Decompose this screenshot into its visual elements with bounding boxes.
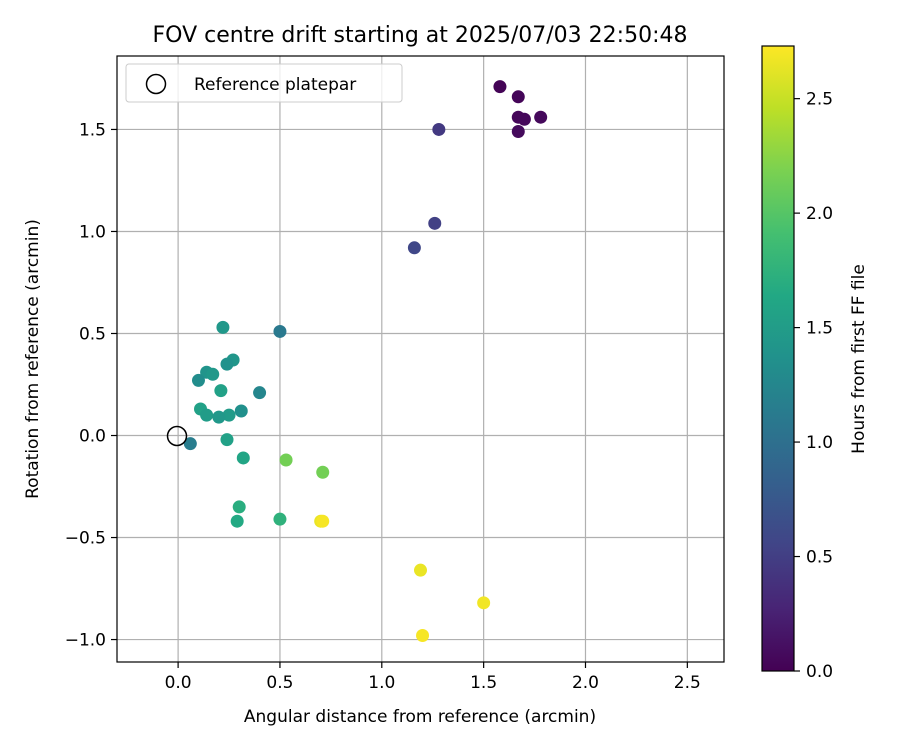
legend-marker-icon [145,73,167,95]
data-point [316,465,330,479]
data-point [183,437,197,451]
data-point [234,404,248,418]
data-point [232,500,246,514]
colorbar-tick-label: 2.0 [806,204,833,224]
data-point [273,324,287,338]
data-point [511,124,525,138]
chart-title: FOV centre drift starting at 2025/07/03 … [153,23,688,48]
y-tick-label: 1.0 [79,222,106,242]
data-point [230,514,244,528]
data-points [183,80,548,642]
y-tick-label: 0.5 [79,324,106,344]
legend-box [125,63,403,103]
data-point [214,384,228,398]
data-point [432,122,446,136]
colorbar-tick-label: 0.0 [806,662,833,682]
data-point [517,112,531,126]
x-tick-label: 1.0 [368,673,395,693]
colorbar-label: Hours from first FF file [849,264,869,454]
y-tick-label: 1.5 [79,120,106,140]
x-axis-label: Angular distance from reference (arcmin) [244,707,596,727]
colorbar-ticks: 0.0 0.5 1.0 1.5 2.0 2.5 [794,90,833,682]
data-point [511,90,525,104]
data-point [236,451,250,465]
data-point [534,110,548,124]
x-tick-label: 2.5 [674,673,701,693]
data-point [493,80,507,94]
data-point [407,241,421,255]
legend-label: Reference platepar [194,75,356,95]
x-tick-label: 1.5 [470,673,497,693]
colorbar-tick-label: 2.5 [806,90,833,110]
data-point [191,373,205,387]
data-point [220,357,234,371]
x-axis-ticks: 0.0 0.5 1.0 1.5 2.0 2.5 [165,662,701,693]
x-tick-label: 2.0 [572,673,599,693]
data-point [206,367,220,381]
data-point [416,628,430,642]
data-point [273,512,287,526]
data-point [200,408,214,422]
legend: Reference platepar [125,63,403,103]
data-point [316,514,330,528]
data-point [220,433,234,447]
y-tick-label: 0.0 [79,427,106,447]
data-point [222,408,236,422]
data-point [212,410,226,424]
data-point [279,453,293,467]
y-tick-label: −0.5 [65,529,106,549]
colorbar-tick-label: 0.5 [806,548,833,568]
data-point [216,320,230,334]
data-point [253,386,267,400]
plot-frame [116,55,725,663]
reference-platepar-marker [166,425,188,447]
data-point [477,596,491,610]
x-tick-label: 0.5 [266,673,293,693]
grid-lines [117,56,724,662]
y-tick-label: −1.0 [65,631,106,651]
y-axis-ticks: −1.0 −0.5 0.0 0.5 1.0 1.5 [65,120,117,651]
data-point [414,563,427,577]
x-tick-label: 0.0 [165,673,192,693]
y-axis-label: Rotation from reference (arcmin) [23,219,43,499]
colorbar [761,45,795,672]
data-point [428,216,442,230]
colorbar-tick-label: 1.0 [806,433,833,453]
colorbar-tick-label: 1.5 [806,319,833,339]
